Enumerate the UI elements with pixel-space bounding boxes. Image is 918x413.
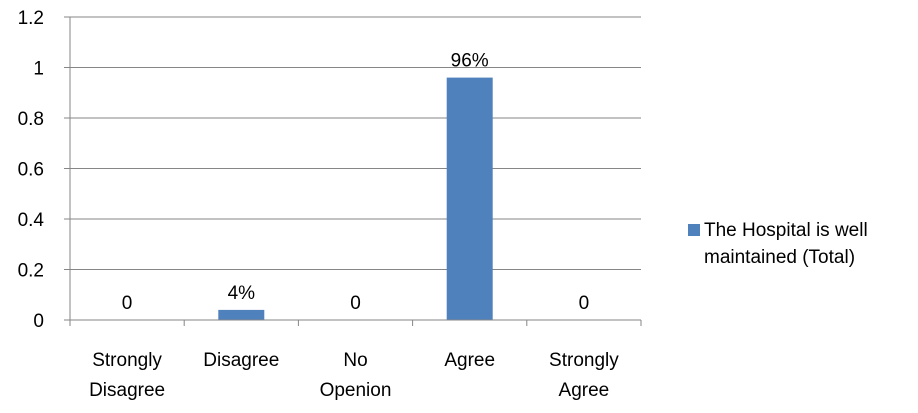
x-category-label: Strongly [549, 350, 619, 371]
x-category-label: No [343, 350, 367, 371]
legend: The Hospital is well maintained (Total) [688, 220, 868, 268]
x-category-label: Disagree [203, 350, 279, 371]
bar-series [218, 77, 493, 320]
x-axis-category-labels: Strongly Disagree Disagree No Openion Agree St… [89, 350, 619, 401]
bar [218, 309, 265, 320]
y-axis-tick-labels: 0 0.2 0.4 0.6 0.8 1 1.2 [18, 8, 45, 332]
x-category-label: Agree [444, 350, 495, 371]
y-tick-label: 0 [33, 311, 44, 332]
y-tick-label: 0.6 [18, 160, 44, 181]
y-tick-label: 1.2 [18, 8, 44, 29]
data-label: 4% [228, 283, 256, 304]
data-label: 0 [122, 293, 133, 314]
legend-label: The Hospital is well [704, 220, 868, 241]
legend-label: maintained (Total) [704, 247, 855, 268]
bar [446, 77, 493, 320]
axes [64, 16, 642, 326]
legend-swatch [688, 224, 700, 236]
gridlines [70, 16, 641, 270]
data-label: 0 [579, 293, 590, 314]
data-label: 0 [350, 293, 361, 314]
data-label: 96% [451, 51, 489, 72]
y-tick-label: 0.8 [18, 109, 44, 130]
x-category-label: Agree [559, 380, 610, 401]
x-category-label: Strongly [92, 350, 162, 371]
y-tick-label: 1 [33, 59, 44, 80]
x-category-label: Openion [320, 380, 392, 401]
data-labels: 0 4% 0 96% 0 [122, 51, 589, 314]
y-tick-label: 0.2 [18, 261, 44, 282]
x-category-label: Disagree [89, 380, 165, 401]
y-tick-label: 0.4 [18, 210, 45, 231]
